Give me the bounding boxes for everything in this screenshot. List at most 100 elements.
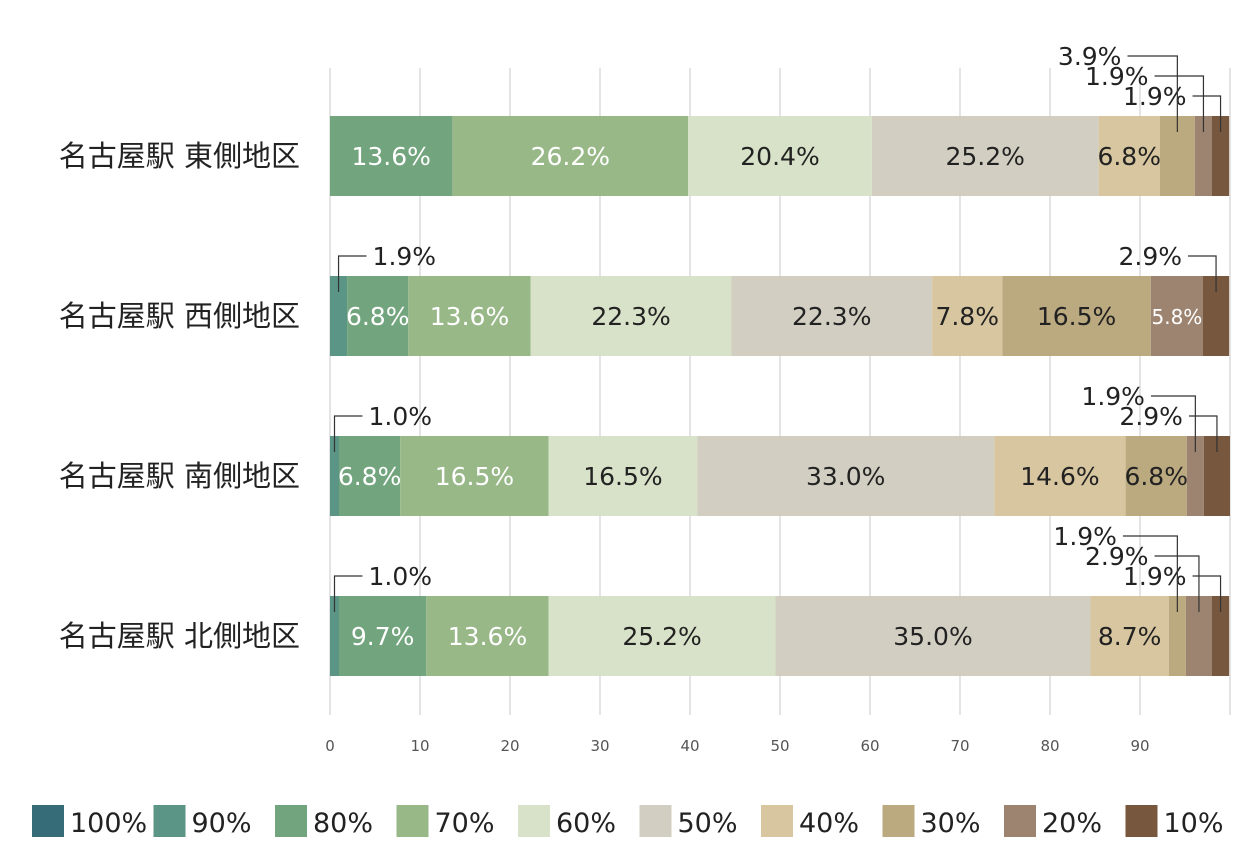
legend-label: 90% [192,808,252,839]
callouts: 1.9%1.9%3.9%1.9% 2.9%1.0% 2.9%1.9%1.0% 1.9%… [333,42,1222,612]
legend-label: 60% [556,808,616,839]
bar-value-label: 33.0% [806,462,885,491]
legend-label: 20% [1042,808,1102,839]
bar-value-label: 16.5% [435,462,514,491]
callout-label: 1.9% [373,242,437,271]
callout-label: 3.9% [1058,42,1122,71]
legend-swatch [1004,805,1036,837]
callout-label: 1.9% [1085,62,1149,91]
bar-value-label: 6.8% [1124,462,1188,491]
bars: 13.6% 26.2% 20.4% 25.2% 6.8% 6.8% 13.6% 22.3% 22… [330,116,1230,676]
bar-segment [400,436,549,516]
bar-segment [697,436,995,516]
bar-segment [1212,596,1230,676]
callout-leader [1127,55,1178,132]
bar-value-label: 5.8% [1151,305,1202,329]
bar-segment [330,116,453,196]
legend-label: 40% [799,808,859,839]
bar-segment [339,436,401,516]
legend-swatch [153,805,186,837]
x-tick-label: 20 [500,737,519,755]
callout-leader [1188,255,1217,292]
callout-leader [1154,555,1200,612]
x-tick-label: 60 [860,737,879,755]
x-tick-label: 90 [1130,737,1149,755]
legend-label: 50% [678,808,738,839]
bar-value-label: 16.5% [583,462,662,491]
bar-segment [530,276,732,356]
bar-segment [548,596,776,676]
callout-leader [1192,575,1222,612]
bar-value-label: 13.6% [448,622,527,651]
legend-swatch [882,805,915,837]
bar-value-label: 35.0% [893,622,972,651]
legend-swatch [761,805,793,837]
bar-value-label: 7.8% [935,302,999,331]
callout-leader [1122,535,1178,612]
x-tick-label: 0 [325,737,335,755]
bar-value-label: 20.4% [740,142,819,171]
bar-value-label: 6.8% [346,302,410,331]
callout-label: 1.9% [1053,522,1117,551]
legend-label: 80% [313,808,373,839]
x-tick-label: 50 [770,737,789,755]
callout-label: 1.9% [1123,562,1187,591]
callout-label: 1.0% [369,562,433,591]
bar-value-label: 22.3% [792,302,871,331]
callout-label: 2.9% [1119,242,1183,271]
bar-segment [330,276,348,356]
bar-value-label: 13.6% [430,302,509,331]
bar-segment [1186,436,1204,516]
legend-swatch [518,805,550,837]
bar-segment [347,276,409,356]
legend-label: 100% [70,808,147,839]
legend-swatch [275,805,307,837]
bar-segment [330,596,339,676]
bar-segment [330,436,339,516]
bar-segment [775,596,1091,676]
bar-segment [1125,436,1187,516]
bar-segment [871,116,1099,196]
x-tick-label: 40 [680,737,699,755]
callout-leader [333,415,363,452]
x-tick-label: 10 [410,737,429,755]
bar-value-label: 25.2% [945,142,1024,171]
callout-label: 2.9% [1085,542,1149,571]
callout-leader [337,255,367,292]
callout-label: 1.9% [1081,382,1145,411]
category-label: 名古屋駅 東側地区 [59,139,300,173]
bar-value-label: 8.7% [1098,622,1162,651]
callout-label: 1.0% [369,402,433,431]
bar-value-label: 26.2% [531,142,610,171]
callout-label: 2.9% [1119,402,1183,431]
bar-segment [548,436,698,516]
x-axis-ticks: 0 10 20 30 40 50 60 70 80 90 [325,737,1149,755]
legend-swatch [639,805,672,837]
bar-value-label: 16.5% [1037,302,1116,331]
bar-value-label: 14.6% [1020,462,1099,491]
x-tick-label: 30 [590,737,609,755]
legend: 100% 90% 80% 70% 60% 50% 40% 30% 20% 10% [32,805,1224,839]
callout-leader [1150,395,1196,452]
bar-value-label: 13.6% [351,142,430,171]
bar-segment [1194,116,1212,196]
category-label: 名古屋駅 西側地区 [59,299,300,333]
legend-label: 10% [1164,808,1224,839]
bar-segment [1212,116,1230,196]
legend-label: 30% [921,808,981,839]
bar-value-label: 22.3% [591,302,670,331]
category-label: 名古屋駅 南側地区 [59,459,300,493]
legend-swatch [1125,805,1158,837]
bar-segment [1090,596,1169,676]
bar-segment [1002,276,1151,356]
bar-segment [994,436,1126,516]
bar-value-label: 25.2% [622,622,701,651]
bar-value-label: 6.8% [1097,142,1161,171]
callout-leader [1192,95,1222,132]
callout-leader [1188,415,1218,452]
bar-segment [1098,116,1160,196]
callout-leader [1154,75,1205,132]
callout-leader [333,575,363,612]
